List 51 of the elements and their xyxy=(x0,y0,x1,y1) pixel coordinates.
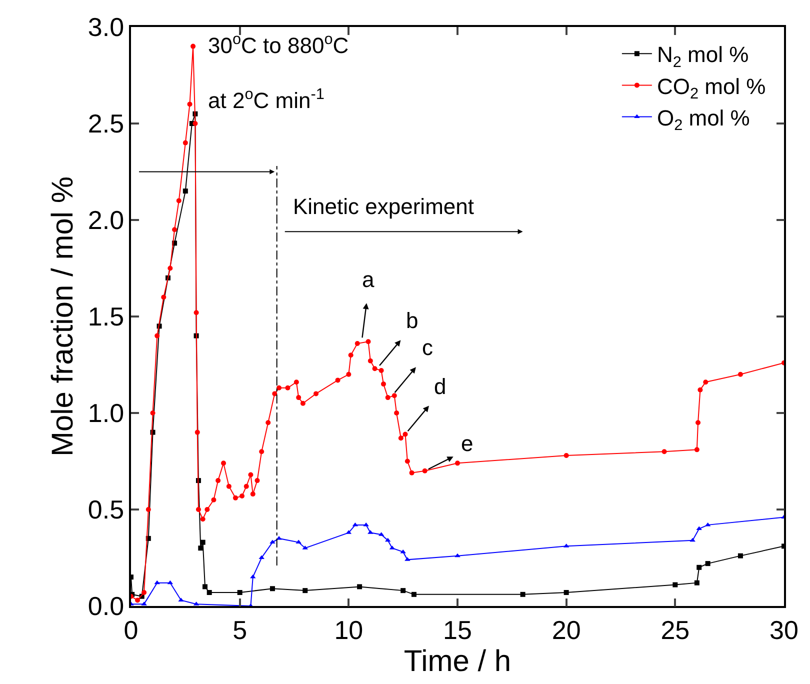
point xyxy=(520,592,526,597)
x-tick-label: 20 xyxy=(552,614,581,645)
point xyxy=(200,540,206,545)
legend-label: CO$_{2}$ mol % xyxy=(656,74,766,102)
y-tick-label: 2.0 xyxy=(88,205,124,236)
annotation: e xyxy=(461,431,474,456)
annotation: at 2$^{o}$C min$^{-1}$ xyxy=(208,86,324,114)
x-tick-label: 5 xyxy=(232,614,248,645)
annotation: c xyxy=(422,335,433,360)
line-series xyxy=(131,514,784,606)
point xyxy=(696,526,702,530)
annotation: 30$^{o}$C to 880$^{o}$C xyxy=(208,31,349,58)
point xyxy=(705,561,710,566)
annotation: a xyxy=(362,267,375,292)
y-tick-label: 1.5 xyxy=(88,302,124,332)
point xyxy=(270,540,276,544)
x-tick-label: 30 xyxy=(770,614,798,645)
point xyxy=(564,590,569,595)
x-tick-label: 25 xyxy=(660,614,690,645)
y-tick-label: 2.5 xyxy=(88,108,124,139)
y-tick-label: 1.0 xyxy=(88,398,124,428)
point xyxy=(296,540,302,544)
x-tick-label: 0 xyxy=(124,614,138,645)
point xyxy=(454,553,460,558)
point xyxy=(357,584,362,590)
y-axis-title: Mole fraction / mol % xyxy=(46,176,80,457)
x-axis-title: Time / h xyxy=(404,644,512,678)
point xyxy=(696,564,702,570)
point xyxy=(690,538,696,542)
point xyxy=(206,590,212,595)
x-tick-label: 15 xyxy=(443,614,472,645)
annotation: Kinetic experiment xyxy=(293,194,474,219)
point xyxy=(672,582,678,588)
point xyxy=(411,592,416,597)
point xyxy=(202,584,208,590)
point xyxy=(237,590,242,595)
point xyxy=(302,588,308,594)
y-tick-label: 0.5 xyxy=(88,494,124,525)
legend-label: O$_{2}$ mol % xyxy=(656,105,750,134)
point xyxy=(270,586,275,592)
point xyxy=(400,588,406,594)
point xyxy=(198,546,204,551)
y-tick-label: 3.0 xyxy=(88,12,124,42)
y-tick-label: 0.0 xyxy=(88,591,124,622)
point xyxy=(182,188,188,194)
point xyxy=(738,553,743,558)
x-tick-label: 10 xyxy=(334,614,364,645)
annotation: d xyxy=(434,374,446,399)
annotation: b xyxy=(406,308,418,333)
point xyxy=(694,580,700,586)
legend-label: N$_{2}$ mol % xyxy=(656,42,749,71)
